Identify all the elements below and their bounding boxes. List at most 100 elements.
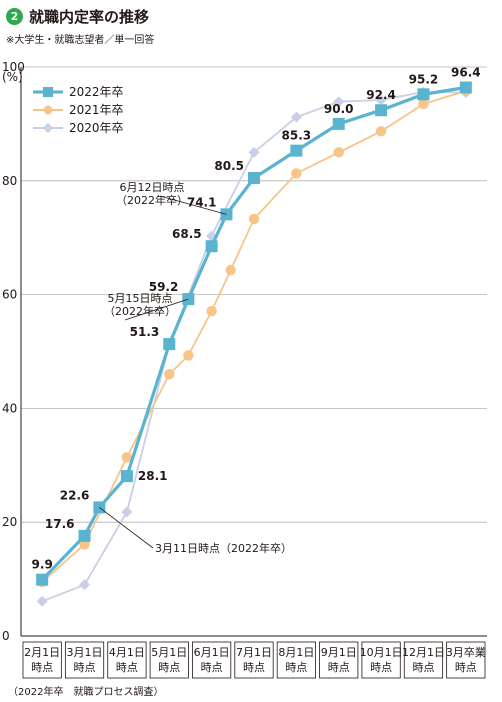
y-tick-label: 20 <box>2 515 17 529</box>
data-point-2020 <box>333 96 345 108</box>
x-tick-label: 時点 <box>412 661 434 674</box>
annotation-label: 6月12日時点 <box>120 181 185 194</box>
data-point-2022 <box>459 81 472 94</box>
x-category-box <box>149 641 189 679</box>
data-point-2020 <box>375 94 387 106</box>
series-line-s2022 <box>41 85 467 581</box>
annotation-label: 3月11日時点（2022年卒） <box>155 541 292 555</box>
data-point-2022 <box>417 88 430 101</box>
x-category-box <box>361 641 401 679</box>
x-tick-label: 10月1日 <box>360 646 403 659</box>
x-tick-label: 時点 <box>243 661 265 674</box>
data-label: 90.0 <box>324 102 354 116</box>
data-point-2021 <box>206 305 217 317</box>
x-tick-label: 時点 <box>201 661 223 674</box>
data-point-2021 <box>164 369 175 380</box>
x-category-box <box>446 641 486 679</box>
annotation-label: （2022年卒） <box>104 304 176 318</box>
data-point-2021 <box>248 213 260 225</box>
x-tick-label: 時点 <box>328 661 350 674</box>
data-point-2021 <box>333 147 344 158</box>
data-label: 22.6 <box>60 488 90 502</box>
annotation-label: （2022年卒） <box>116 193 188 207</box>
data-label: 96.4 <box>451 65 481 79</box>
x-tick-label: 6月1日 <box>194 646 230 659</box>
data-label: 9.9 <box>32 558 53 572</box>
chart-subtitle: ※大学生・就職志望者／単一回答 <box>6 35 155 46</box>
data-label: 17.6 <box>45 517 75 531</box>
source-note: （2022年卒 就職プロセス調査） <box>8 687 164 698</box>
x-category-box <box>192 641 232 679</box>
series-line-s2021 <box>41 90 467 583</box>
y-tick-label: 80 <box>2 174 17 188</box>
x-tick-label: 時点 <box>285 661 307 674</box>
data-point-2020 <box>79 579 91 591</box>
data-point-2022 <box>332 117 345 130</box>
data-point-2021 <box>418 98 429 110</box>
x-category-box <box>64 641 105 679</box>
legend-marker-2021 <box>43 105 53 115</box>
legend-label: 2022年卒 <box>69 85 124 99</box>
data-point-2022 <box>120 470 133 483</box>
x-category-box <box>403 641 444 679</box>
legend-label: 2020年卒 <box>69 121 124 135</box>
y-tick-label: 100 <box>2 60 25 74</box>
chart-title-row: 2 就職内定率の推移 <box>6 4 149 28</box>
y-tick-label: 40 <box>2 401 17 415</box>
data-point-2022 <box>290 144 303 157</box>
series-line-s2020 <box>41 91 466 603</box>
annotation-label: 5月15日時点 <box>108 292 173 305</box>
legend-marker-2020 <box>43 123 53 133</box>
annotation-leader-line <box>99 507 154 549</box>
data-point-2020 <box>121 506 133 518</box>
x-tick-label: 8月1日 <box>278 646 314 659</box>
x-tick-label: 2月1日 <box>24 646 60 659</box>
data-point-2020 <box>248 146 260 158</box>
data-label: 68.5 <box>172 227 202 241</box>
x-tick-label: 時点 <box>116 661 138 674</box>
data-point-2022 <box>375 104 388 117</box>
x-tick-label: 7月1日 <box>236 646 272 659</box>
data-label: 85.3 <box>282 129 312 143</box>
x-category-box <box>22 641 62 679</box>
data-point-2021 <box>183 350 194 361</box>
data-label: 95.2 <box>409 72 439 86</box>
data-point-2022 <box>248 171 260 184</box>
data-point-2020 <box>36 595 48 607</box>
x-tick-label: 5月1日 <box>151 646 187 659</box>
data-point-2022 <box>163 338 176 351</box>
y-tick-label: 60 <box>2 288 17 302</box>
y-tick-label: 0 <box>2 629 10 643</box>
data-point-2022 <box>78 529 91 542</box>
x-category-box <box>107 641 147 679</box>
x-category-box <box>234 641 274 679</box>
annotation-leader-line <box>159 195 227 215</box>
x-tick-label: 4月1日 <box>109 646 145 659</box>
x-tick-label: 12月1日 <box>402 646 445 659</box>
data-point-2022 <box>205 240 218 253</box>
x-tick-label: 時点 <box>74 661 96 674</box>
data-point-2021 <box>291 168 302 179</box>
data-label: 59.2 <box>149 280 179 294</box>
x-tick-label: 3月1日 <box>67 646 103 659</box>
x-tick-label: 3月卒業 <box>446 645 486 659</box>
x-tick-label: 時点 <box>158 661 180 674</box>
data-point-2021 <box>121 452 133 463</box>
x-tick-label: 時点 <box>31 661 53 674</box>
legend-marker-2022 <box>43 87 53 97</box>
x-category-box <box>319 641 359 679</box>
x-tick-label: 9月1日 <box>321 646 357 659</box>
x-tick-label: 時点 <box>455 661 477 674</box>
data-label: 51.3 <box>130 325 160 339</box>
x-category-box <box>276 641 316 679</box>
legend-label: 2021年卒 <box>69 103 124 117</box>
data-label: 92.4 <box>366 88 396 102</box>
data-point-2020 <box>290 111 302 123</box>
data-point-2022 <box>36 573 49 586</box>
data-point-2021 <box>225 264 236 276</box>
y-unit-label: (%) <box>2 70 23 84</box>
x-tick-label: 時点 <box>370 661 392 674</box>
chart-title: 就職内定率の推移 <box>29 7 150 26</box>
annotation-leader-line <box>124 298 189 321</box>
